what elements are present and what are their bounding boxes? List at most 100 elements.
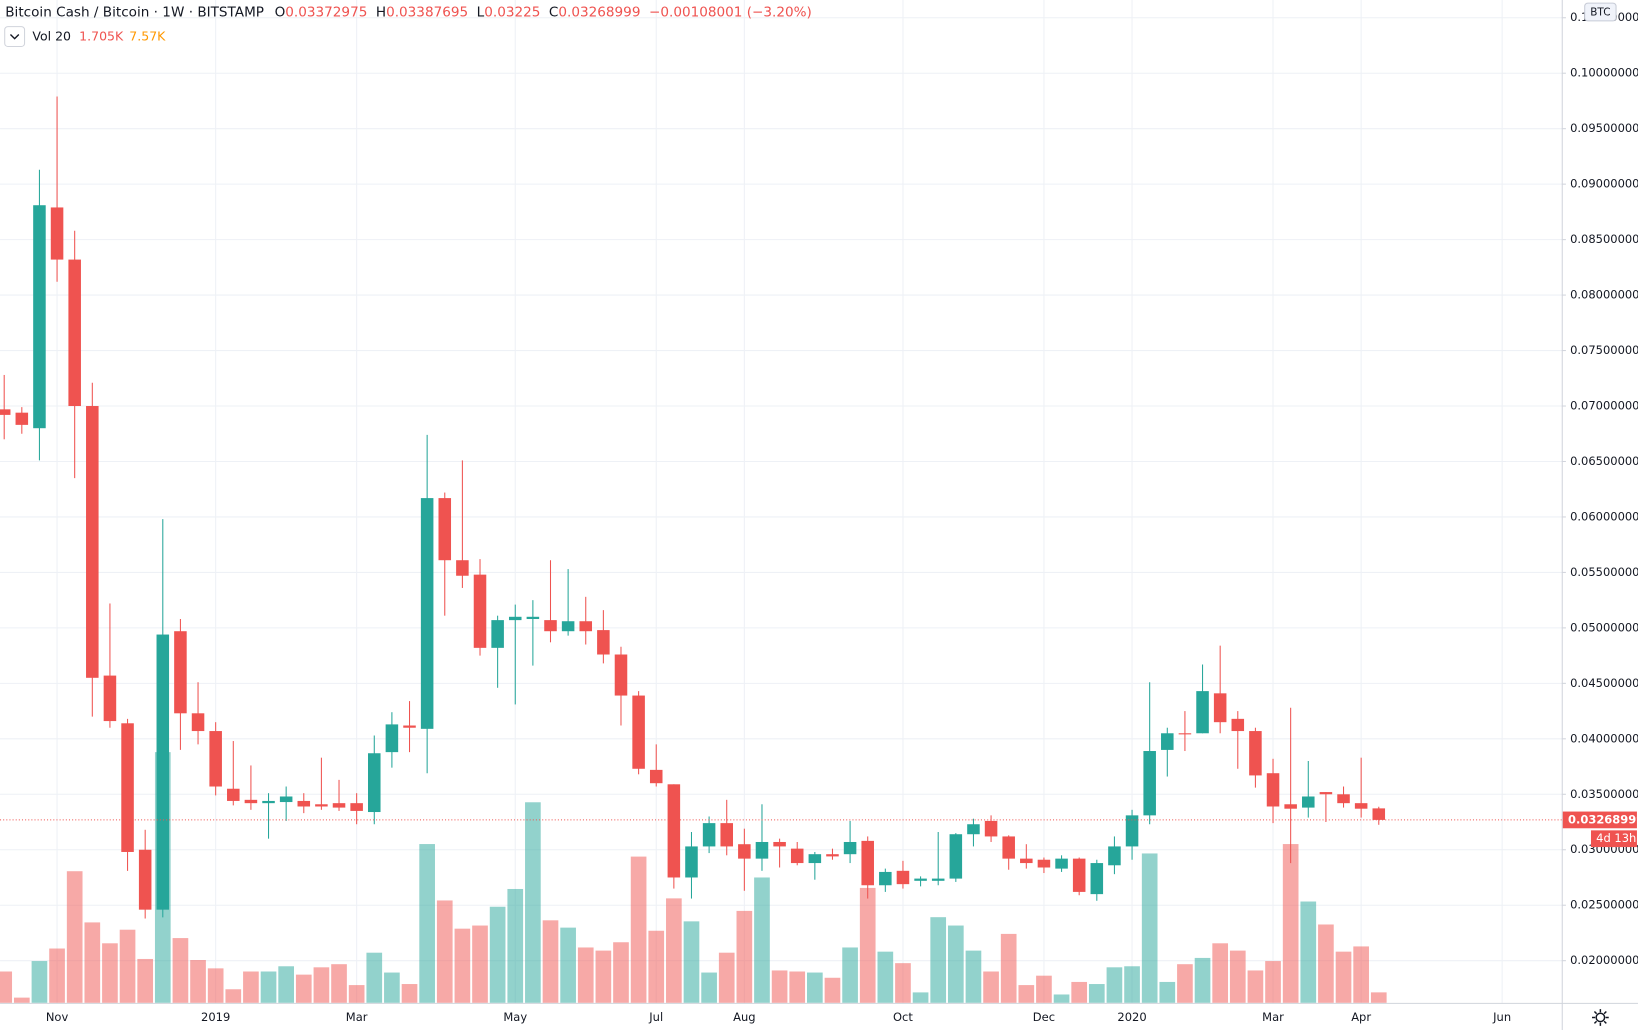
volume-bar — [1036, 975, 1052, 1003]
volume-bar — [1053, 994, 1070, 1003]
candle-body — [174, 631, 187, 714]
candle-body — [262, 800, 275, 804]
candle-body — [121, 723, 134, 852]
x-tick-label: Mar — [346, 1010, 368, 1024]
volume-bar — [260, 971, 277, 1003]
volume-bar — [577, 947, 594, 1003]
candle-body — [738, 844, 751, 859]
volume-bar — [348, 985, 365, 1003]
volume-bar — [877, 951, 894, 1003]
volume-bar — [190, 960, 206, 1003]
volume-bar — [401, 984, 418, 1003]
volume-bar — [789, 971, 806, 1003]
countdown-label: 4d 13h — [1596, 831, 1636, 845]
countdown-tag — [1590, 830, 1637, 848]
candle-body — [332, 803, 346, 808]
volume-bar — [595, 950, 612, 1003]
volume-bar — [31, 961, 48, 1003]
volume-bar — [278, 966, 294, 1003]
volume-bar — [102, 943, 118, 1003]
candle-body — [896, 870, 910, 885]
header: Bitcoin Cash / Bitcoin · 1W · BITSTAMP O… — [5, 5, 812, 21]
candle-body — [1055, 858, 1068, 869]
volume-bar — [1177, 964, 1193, 1003]
volume-bar — [1212, 943, 1229, 1003]
grid — [0, 0, 1562, 1003]
candle-body — [1002, 836, 1015, 859]
candle-body — [508, 616, 522, 621]
volume-bar — [718, 952, 735, 1003]
volume-bar — [1265, 961, 1281, 1003]
legend-toggle[interactable] — [4, 26, 26, 48]
volume-bar — [912, 992, 929, 1003]
volume-bar — [489, 906, 506, 1003]
volume-bar — [895, 963, 911, 1003]
candle-body — [720, 823, 733, 847]
volume-bar — [1194, 957, 1211, 1003]
candle-body — [579, 621, 593, 632]
candle-body — [790, 848, 804, 864]
volume-bar — [630, 856, 647, 1003]
gear-ring — [1595, 1012, 1606, 1023]
candle-body — [368, 753, 381, 813]
volume-bar — [842, 947, 858, 1003]
candle-body — [1284, 804, 1297, 809]
volume-bar — [1247, 970, 1264, 1003]
candle-body — [1108, 846, 1121, 866]
candle-body — [1072, 858, 1086, 892]
chevron-icon — [9, 33, 20, 40]
candle-body — [667, 784, 681, 878]
candle-body — [491, 620, 504, 648]
candle-body — [826, 854, 839, 857]
x-tick-label: 2019 — [201, 1010, 230, 1024]
volume-bar — [1141, 853, 1158, 1003]
volume-bar — [525, 802, 541, 1003]
volume-bar — [807, 972, 823, 1003]
volume-bar — [1335, 951, 1352, 1003]
candle-body — [561, 621, 575, 632]
y-tick-label: 0.07000000 — [1570, 399, 1638, 413]
candle-body — [191, 713, 205, 732]
candle-body — [438, 498, 452, 561]
volume-ma: 7.57K — [129, 28, 166, 43]
candle-body — [297, 800, 311, 807]
candle-body — [861, 840, 874, 886]
candle-body — [50, 207, 64, 260]
y-tick-label: 0.03500000 — [1570, 787, 1638, 801]
candle-body — [1319, 792, 1333, 795]
candle-body — [227, 788, 240, 801]
settings-icon[interactable] — [1592, 1009, 1609, 1026]
volume-layer — [0, 752, 1387, 1003]
volume-bar — [119, 929, 136, 1003]
change-value: −0.00108001 (−3.20%) — [649, 5, 812, 21]
candle-body — [1143, 751, 1156, 816]
volume-bar — [701, 972, 717, 1003]
volume-bar — [930, 917, 947, 1003]
volume-bar — [1353, 946, 1369, 1003]
last-price-label: 0.03268999 — [1568, 812, 1638, 826]
candle-body — [33, 205, 46, 429]
y-tick-label: 0.05000000 — [1570, 620, 1638, 634]
volume-bar — [754, 877, 770, 1003]
volume-bar — [683, 921, 700, 1003]
x-tick-label: Nov — [46, 1010, 69, 1024]
candle-body — [914, 878, 927, 881]
ohlc-letter: H — [376, 5, 386, 21]
x-tick-label: Jun — [1492, 1010, 1511, 1024]
volume-bar — [1018, 985, 1035, 1003]
y-tick-label: 0.06000000 — [1570, 509, 1638, 523]
candle-body — [315, 804, 328, 807]
x-tick-label: May — [503, 1010, 527, 1024]
volume-bar — [66, 871, 83, 1003]
candle-body — [1249, 731, 1262, 776]
candle-body — [879, 871, 892, 886]
x-tick-label: Apr — [1351, 1010, 1371, 1024]
volume-bar — [472, 925, 488, 1003]
candle-body — [597, 630, 610, 655]
candle-body — [614, 654, 628, 696]
candle-body — [808, 854, 822, 864]
candle-body — [244, 799, 258, 804]
volume-bar — [1000, 933, 1017, 1003]
volume-bar — [1370, 992, 1387, 1003]
candle-body — [1266, 773, 1280, 807]
